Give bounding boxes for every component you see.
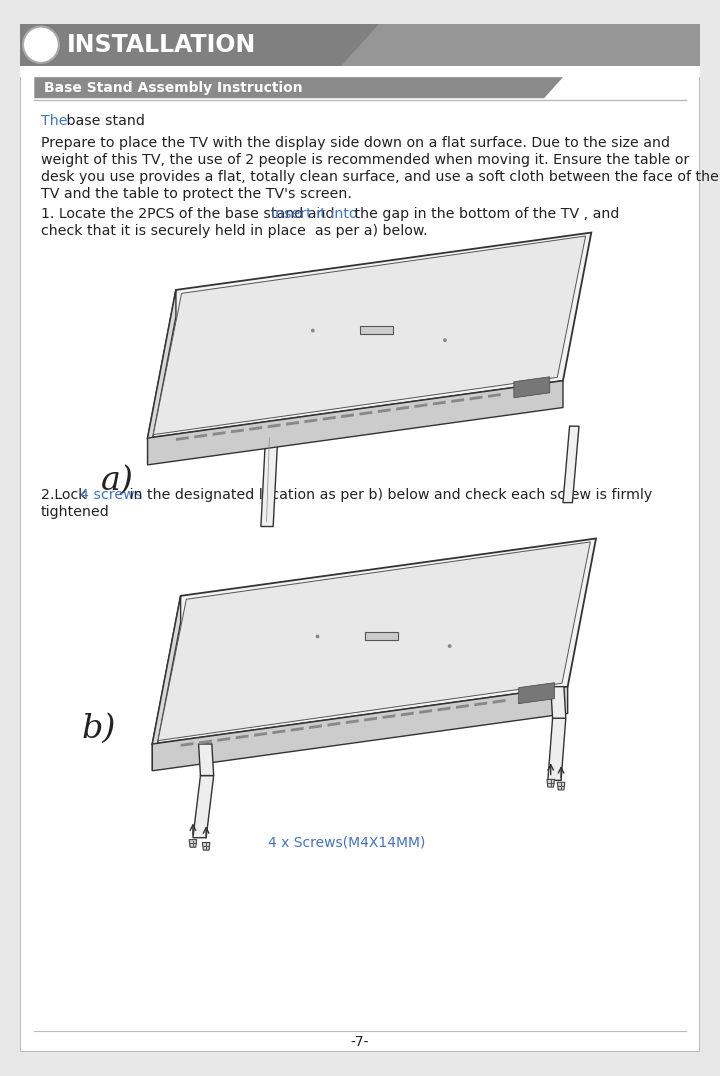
Polygon shape bbox=[364, 717, 377, 721]
Polygon shape bbox=[488, 393, 501, 398]
Polygon shape bbox=[153, 538, 596, 744]
Polygon shape bbox=[378, 409, 391, 413]
Polygon shape bbox=[419, 709, 432, 713]
Polygon shape bbox=[231, 428, 244, 434]
Polygon shape bbox=[153, 686, 567, 770]
Polygon shape bbox=[518, 682, 554, 704]
Polygon shape bbox=[148, 232, 591, 438]
Circle shape bbox=[23, 27, 59, 62]
Polygon shape bbox=[359, 411, 372, 415]
Polygon shape bbox=[20, 24, 700, 66]
Polygon shape bbox=[382, 714, 395, 719]
Polygon shape bbox=[249, 426, 262, 430]
Polygon shape bbox=[291, 727, 304, 732]
Polygon shape bbox=[148, 381, 563, 465]
Polygon shape bbox=[235, 735, 248, 739]
Polygon shape bbox=[181, 742, 194, 747]
Polygon shape bbox=[194, 434, 207, 438]
Polygon shape bbox=[360, 326, 393, 335]
Text: The: The bbox=[41, 114, 68, 128]
Polygon shape bbox=[217, 737, 230, 741]
Polygon shape bbox=[148, 289, 176, 465]
Polygon shape bbox=[438, 707, 451, 711]
Circle shape bbox=[448, 645, 451, 648]
Polygon shape bbox=[557, 782, 565, 790]
Text: 2.Lock: 2.Lock bbox=[41, 489, 91, 502]
Polygon shape bbox=[492, 699, 505, 704]
Polygon shape bbox=[199, 744, 214, 776]
Polygon shape bbox=[199, 739, 212, 745]
Polygon shape bbox=[341, 24, 700, 66]
Polygon shape bbox=[547, 779, 554, 787]
Polygon shape bbox=[176, 436, 189, 441]
Polygon shape bbox=[212, 431, 225, 436]
Polygon shape bbox=[563, 426, 579, 502]
Text: desk you use provides a flat, totally clean surface, and use a soft cloth betwee: desk you use provides a flat, totally cl… bbox=[41, 170, 719, 184]
Polygon shape bbox=[346, 720, 359, 724]
Polygon shape bbox=[514, 377, 550, 398]
Polygon shape bbox=[268, 424, 281, 428]
Polygon shape bbox=[261, 436, 278, 526]
Polygon shape bbox=[341, 413, 354, 419]
Circle shape bbox=[315, 635, 320, 638]
Polygon shape bbox=[433, 400, 446, 406]
Polygon shape bbox=[305, 419, 318, 423]
Text: insert it into: insert it into bbox=[271, 208, 358, 222]
Circle shape bbox=[311, 328, 315, 332]
Polygon shape bbox=[153, 236, 585, 435]
Text: Prepare to place the TV with the display side down on a flat surface. Due to the: Prepare to place the TV with the display… bbox=[41, 137, 670, 151]
Text: 4 screws: 4 screws bbox=[80, 489, 143, 502]
Polygon shape bbox=[456, 704, 469, 709]
Polygon shape bbox=[153, 596, 181, 770]
Text: 4 x Screws(M4X14MM): 4 x Screws(M4X14MM) bbox=[269, 835, 426, 849]
Polygon shape bbox=[396, 406, 409, 410]
Polygon shape bbox=[474, 702, 487, 706]
Circle shape bbox=[443, 338, 447, 342]
Text: in the designated location as per b) below and check each screw is firmly: in the designated location as per b) bel… bbox=[125, 489, 652, 502]
Polygon shape bbox=[328, 722, 341, 726]
Polygon shape bbox=[158, 542, 590, 740]
Polygon shape bbox=[548, 718, 566, 780]
FancyBboxPatch shape bbox=[20, 24, 700, 1052]
Polygon shape bbox=[469, 396, 482, 400]
Text: a): a) bbox=[100, 465, 133, 496]
Polygon shape bbox=[309, 724, 322, 730]
Polygon shape bbox=[323, 416, 336, 421]
Polygon shape bbox=[193, 776, 214, 838]
Polygon shape bbox=[551, 686, 566, 718]
Polygon shape bbox=[401, 711, 414, 717]
Polygon shape bbox=[189, 839, 197, 847]
Text: weight of this TV, the use of 2 people is recommended when moving it. Ensure the: weight of this TV, the use of 2 people i… bbox=[41, 153, 689, 167]
Text: -7-: -7- bbox=[351, 1035, 369, 1049]
Text: base stand: base stand bbox=[62, 114, 145, 128]
Text: TV and the table to protect the TV's screen.: TV and the table to protect the TV's scr… bbox=[41, 186, 352, 200]
FancyBboxPatch shape bbox=[20, 66, 700, 77]
Text: INSTALLATION: INSTALLATION bbox=[68, 32, 256, 57]
Polygon shape bbox=[415, 404, 428, 408]
Text: 1. Locate the 2PCS of the base stand and: 1. Locate the 2PCS of the base stand and bbox=[41, 208, 339, 222]
Polygon shape bbox=[365, 632, 397, 640]
Text: the gap in the bottom of the TV , and: the gap in the bottom of the TV , and bbox=[350, 208, 619, 222]
Text: check that it is securely held in place  as per a) below.: check that it is securely held in place … bbox=[41, 224, 428, 238]
Polygon shape bbox=[272, 730, 285, 734]
Polygon shape bbox=[451, 398, 464, 402]
Text: tightened: tightened bbox=[41, 505, 109, 519]
Polygon shape bbox=[286, 421, 299, 426]
Text: Base Stand Assembly Instruction: Base Stand Assembly Instruction bbox=[44, 81, 302, 95]
Text: b): b) bbox=[81, 713, 116, 745]
Polygon shape bbox=[202, 843, 210, 850]
Polygon shape bbox=[254, 732, 267, 737]
Polygon shape bbox=[35, 77, 563, 98]
